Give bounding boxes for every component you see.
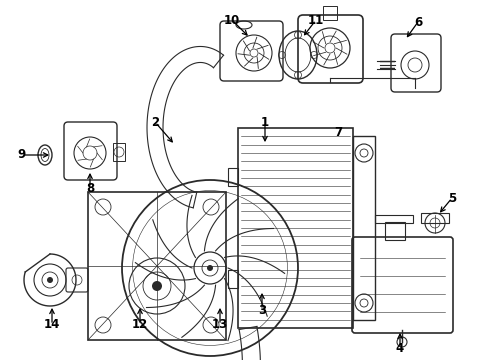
Bar (385, 222, 405, 240)
Text: 8: 8 (86, 181, 94, 194)
Text: 1: 1 (261, 116, 269, 129)
Text: 14: 14 (44, 319, 60, 332)
Text: 13: 13 (212, 319, 228, 332)
Bar (375, 215, 413, 223)
Bar (228, 270, 238, 288)
Bar (421, 213, 449, 223)
Text: 11: 11 (308, 13, 324, 27)
Text: 9: 9 (18, 148, 26, 162)
Text: 6: 6 (414, 15, 422, 28)
Bar (323, 6, 337, 20)
Circle shape (207, 265, 213, 271)
Bar (238, 128, 353, 328)
Bar (228, 168, 238, 186)
Text: 2: 2 (151, 116, 159, 129)
Circle shape (152, 281, 162, 291)
Text: 3: 3 (258, 303, 266, 316)
Circle shape (47, 277, 53, 283)
Text: 4: 4 (396, 342, 404, 355)
Bar (353, 136, 375, 320)
Bar (113, 143, 125, 161)
Bar (88, 192, 226, 340)
Text: 10: 10 (224, 13, 240, 27)
Text: 7: 7 (334, 126, 342, 139)
Text: 5: 5 (448, 192, 456, 204)
Text: 12: 12 (132, 319, 148, 332)
